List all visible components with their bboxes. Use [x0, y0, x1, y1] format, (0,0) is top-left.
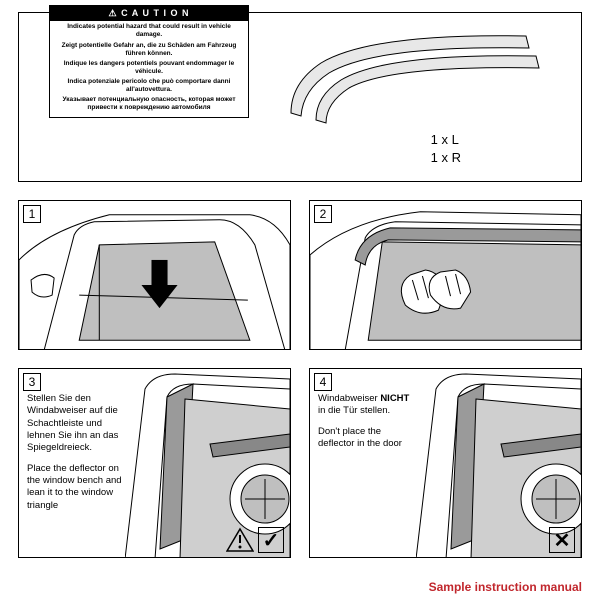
caution-line: Указывает потенциальную опасность, котор… [50, 94, 248, 112]
hands-icon [401, 270, 470, 313]
check-icon: ✓ [258, 527, 284, 553]
step-3-panel: 3 Stellen Sie den Windabweiser auf die S… [18, 368, 291, 558]
footer-note: Sample instruction manual [429, 580, 582, 594]
caution-header: ⚠ C A U T I O N [50, 6, 248, 21]
contents-panel: ⚠ C A U T I O N Indicates potential haza… [18, 12, 582, 182]
qty-right: 1 x R [431, 149, 461, 167]
step4-de: Windabweiser NICHT in die Tür stellen. [318, 393, 413, 418]
step-row-2: 3 Stellen Sie den Windabweiser auf die S… [18, 368, 582, 558]
caution-line: Indicates potential hazard that could re… [50, 21, 248, 39]
warning-icon [226, 527, 254, 553]
step-2-panel: 2 [309, 200, 582, 350]
step3-symbols: ✓ [226, 527, 284, 553]
step1-illustration [19, 201, 290, 349]
caution-line: Zeigt potentielle Gefahr an, die zu Schä… [50, 40, 248, 58]
step-3-text: Stellen Sie den Windabweiser auf die Sch… [27, 393, 122, 520]
qty-left: 1 x L [431, 131, 461, 149]
step-number: 4 [314, 373, 332, 391]
step-row-1: 1 2 [18, 200, 582, 350]
step-4-panel: 4 Windabweiser NICHT in die Tür stellen.… [309, 368, 582, 558]
quantity-labels: 1 x L 1 x R [431, 131, 461, 167]
step3-en: Place the deflector on the window bench … [27, 463, 122, 512]
step4-symbols: ✕ [549, 527, 575, 553]
deflector-pair-icon [281, 28, 551, 128]
step-number: 1 [23, 205, 41, 223]
step2-illustration [310, 201, 581, 349]
step-1-panel: 1 [18, 200, 291, 350]
step-number: 3 [23, 373, 41, 391]
caution-line: Indique les dangers potentiels pouvant e… [50, 58, 248, 76]
step-4-text: Windabweiser NICHT in die Tür stellen. D… [318, 393, 413, 458]
caution-box: ⚠ C A U T I O N Indicates potential haza… [49, 5, 249, 118]
step3-de: Stellen Sie den Windabweiser auf die Sch… [27, 393, 122, 455]
step4-en: Don't place the deflector in the door [318, 426, 413, 451]
step-number: 2 [314, 205, 332, 223]
caution-line: Indica potenziale pericolo che può compo… [50, 76, 248, 94]
cross-icon: ✕ [549, 527, 575, 553]
